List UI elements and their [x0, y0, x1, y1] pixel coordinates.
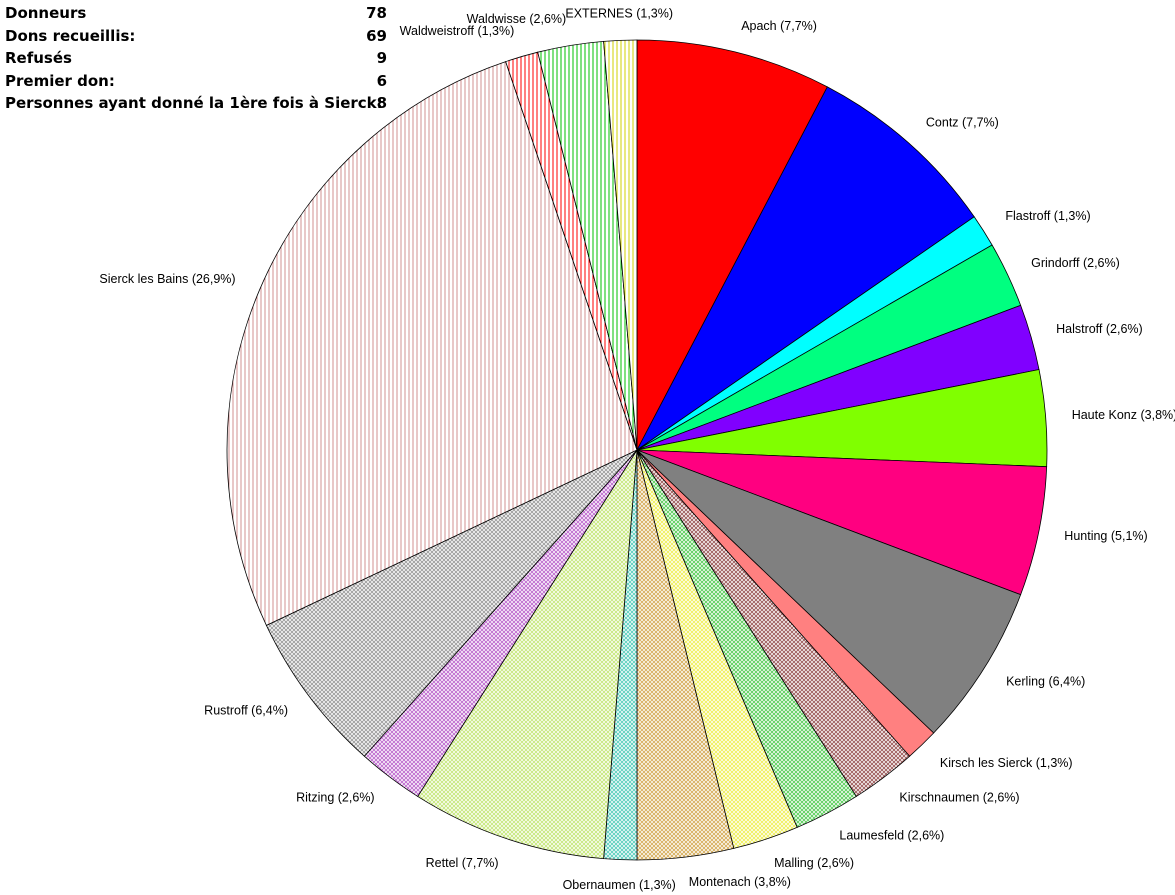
pie-label-malling: Malling (2,6%): [774, 856, 854, 870]
pie-label-waldwisse: Waldwisse (2,6%): [467, 12, 567, 26]
stat-label: Premier don:: [5, 71, 115, 90]
stat-row-donneurs: Donneurs 78: [5, 2, 387, 25]
pie-label-kerling: Kerling (6,4%): [1006, 674, 1085, 688]
pie-label-rustroff: Rustroff (6,4%): [204, 704, 288, 718]
pie-label-waldweistroff: Waldweistroff (1,3%): [400, 24, 515, 38]
pie-slices: [226, 39, 1048, 861]
pie-label-kirschnaumen: Kirschnaumen (2,6%): [899, 790, 1019, 804]
pie-label-flastroff: Flastroff (1,3%): [1005, 209, 1090, 223]
pie-slice-apach: [636, 39, 828, 451]
pie-label-apach: Apach (7,7%): [741, 19, 817, 33]
stat-value: 69: [366, 26, 387, 45]
pie-label-haute-konz: Haute Konz (3,8%): [1072, 408, 1175, 422]
pie-label-montenach: Montenach (3,8%): [689, 875, 791, 889]
pie-label-contz: Contz (7,7%): [926, 116, 999, 130]
pie-label-kirsch-les-sierck: Kirsch les Sierck (1,3%): [940, 756, 1073, 770]
stat-value: 78: [366, 4, 387, 22]
pie-slice-rettel: [417, 449, 638, 860]
stat-label: Personnes ayant donné la 1ère fois à Sie…: [5, 94, 383, 112]
pie-slice-sierck-les-bains: [226, 61, 638, 626]
stat-row-premier-don: Premier don: 6: [5, 70, 387, 93]
stat-row-refuses: Refusés 9: [5, 47, 387, 70]
pie-label-sierck-les-bains: Sierck les Bains (26,9%): [99, 272, 235, 286]
pie-label-obernaumen: Obernaumen (1,3%): [563, 878, 676, 892]
pie-slice-contz: [636, 86, 975, 451]
stat-label: Dons recueillis:: [5, 26, 136, 45]
pie-labels: Apach (7,7%) Contz (7,7%) Flastroff (1,3%)…: [99, 7, 1175, 892]
pie-slice-externes: [603, 39, 638, 451]
pie-label-halstroff: Halstroff (2,6%): [1056, 322, 1143, 336]
pie-slice-rustroff: [265, 449, 638, 757]
pie-label-ritzing: Ritzing (2,6%): [296, 790, 375, 804]
pie-label-laumesfeld: Laumesfeld (2,6%): [839, 828, 944, 842]
stat-value: 9: [376, 49, 387, 67]
pie-label-hunting: Hunting (5,1%): [1064, 529, 1147, 543]
stat-label: Donneurs: [5, 4, 87, 22]
pie-label-externes: EXTERNES (1,3%): [565, 7, 673, 21]
stat-row-premiere-fois-sierck: Personnes ayant donné la 1ère fois à Sie…: [5, 92, 387, 115]
stat-row-dons-recueillis: Dons recueillis: 69: [5, 25, 387, 48]
pie-slice-kerling: [636, 449, 1022, 734]
stat-label: Refusés: [5, 49, 72, 67]
stat-value: 6: [376, 71, 387, 90]
stat-value: 8: [376, 94, 387, 112]
summary-stats: Donneurs 78 Dons recueillis: 69 Refusés …: [5, 2, 387, 115]
pie-label-grindorff: Grindorff (2,6%): [1031, 256, 1120, 270]
pie-label-rettel: Rettel (7,7%): [426, 856, 499, 870]
